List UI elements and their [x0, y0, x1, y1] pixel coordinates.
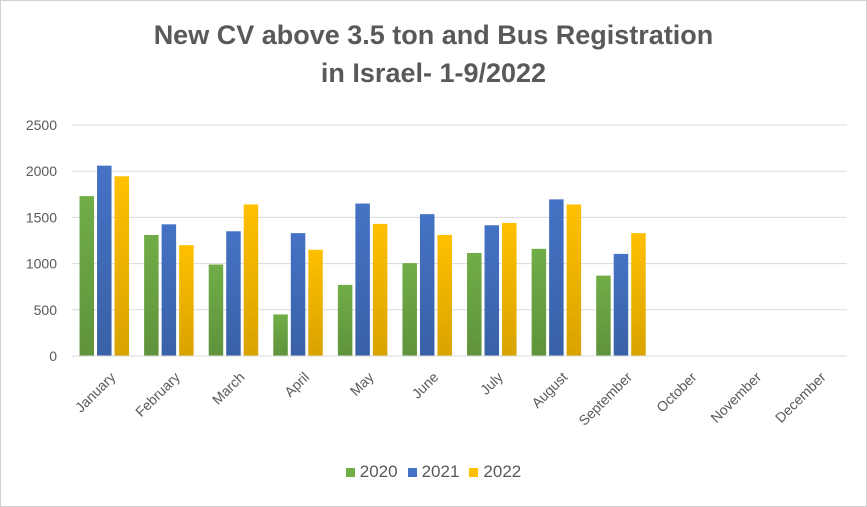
bar-2022-march — [243, 204, 259, 356]
legend-swatch-2022 — [469, 467, 479, 477]
bar-2021-september — [613, 253, 629, 356]
bar-2020-june — [402, 263, 417, 356]
bar-2021-may — [355, 203, 370, 356]
legend-label-2020: 2020 — [359, 462, 398, 481]
bar-2020-february — [144, 234, 159, 356]
y-tick-label: 1000 — [26, 256, 57, 272]
x-tick-label: December — [772, 369, 829, 426]
bar-2020-march — [208, 264, 224, 356]
x-tick-label: November — [707, 369, 764, 426]
legend-item-2021: 2021 — [407, 462, 460, 482]
bar-2020-august — [531, 248, 547, 356]
chart-title-line-2: in Israel- 1-9/2022 — [320, 58, 547, 88]
bar-2020-september — [596, 275, 611, 356]
legend-label-2022: 2022 — [483, 462, 522, 481]
bar-2020-may — [337, 284, 353, 356]
bar-2020-january — [79, 196, 95, 356]
legend-swatch-2021 — [407, 467, 417, 477]
x-tick-label: June — [409, 369, 442, 402]
bar-2021-july — [484, 225, 500, 356]
x-tick-label: February — [132, 369, 183, 420]
y-tick-label: 2500 — [26, 117, 57, 133]
x-tick-label: April — [281, 369, 312, 400]
legend-item-2020: 2020 — [345, 462, 398, 482]
bar-2021-february — [161, 224, 177, 356]
x-tick-label: March — [209, 369, 248, 408]
legend: 2020 2021 2022 — [0, 462, 867, 482]
legend-swatch-2020 — [345, 467, 355, 477]
legend-label-2021: 2021 — [421, 462, 460, 481]
legend-item-2022: 2022 — [469, 462, 521, 482]
bar-2022-june — [437, 234, 452, 356]
bar-2020-april — [273, 314, 288, 356]
x-tick-label: January — [72, 369, 119, 416]
bar-2022-september — [631, 233, 646, 356]
x-tick-label: May — [347, 369, 377, 399]
bar-2022-july — [502, 222, 517, 356]
bar-2021-march — [226, 231, 241, 356]
bar-2022-april — [308, 249, 323, 356]
x-tick-label: August — [528, 369, 570, 411]
y-tick-label: 0 — [49, 348, 57, 364]
bar-2022-february — [179, 245, 194, 356]
bar-2021-april — [290, 233, 306, 356]
x-tick-label: July — [477, 369, 506, 398]
bar-2020-july — [467, 252, 482, 356]
x-tick-label: September — [575, 369, 635, 429]
y-tick-label: 1500 — [26, 209, 57, 225]
y-tick-label: 2000 — [26, 163, 57, 179]
bar-2021-january — [97, 165, 112, 356]
bar-2021-june — [419, 214, 435, 356]
bar-2022-january — [114, 176, 130, 356]
bar-2022-august — [566, 204, 582, 356]
bar-2022-may — [372, 223, 388, 356]
x-tick-label: October — [653, 369, 700, 416]
chart-title-line-1: New CV above 3.5 ton and Bus Registratio… — [153, 20, 714, 50]
bar-2021-august — [549, 199, 564, 356]
y-tick-label: 500 — [34, 302, 58, 318]
chart-title: New CV above 3.5 ton and Bus Registratio… — [0, 16, 867, 92]
